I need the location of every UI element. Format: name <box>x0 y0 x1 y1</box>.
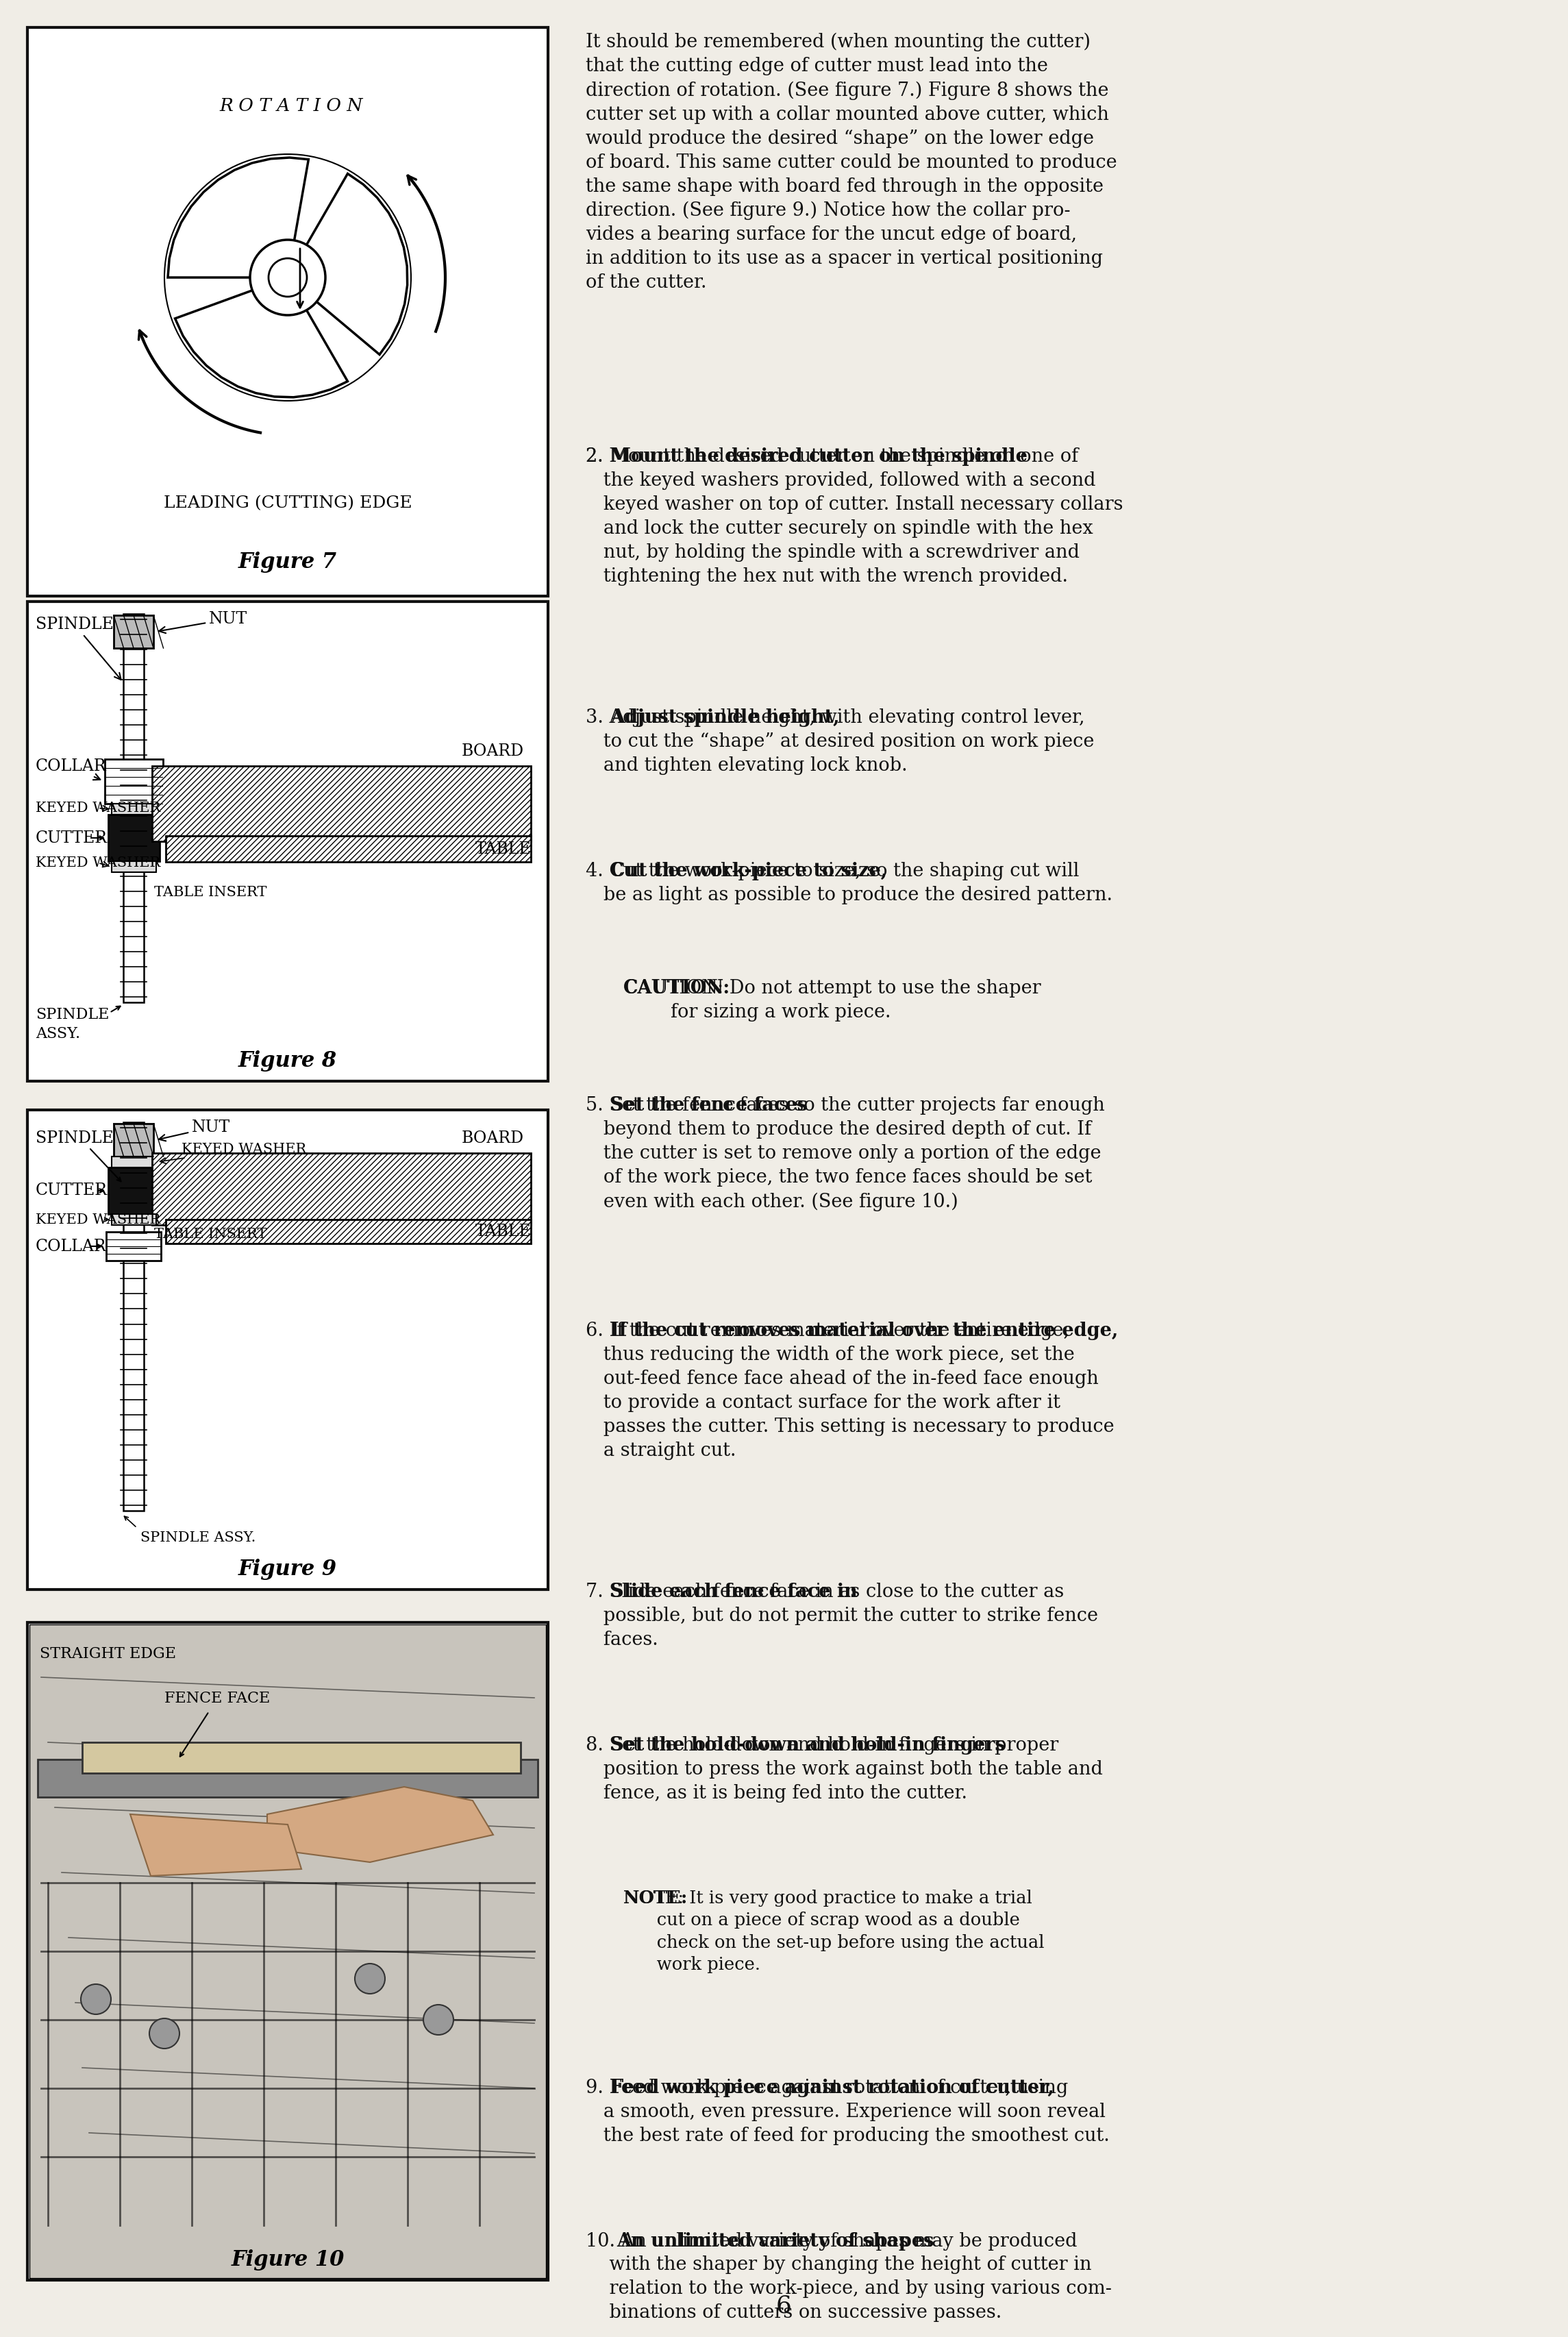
Text: FENCE FACE: FENCE FACE <box>165 1692 270 1706</box>
Text: NOTE: It is very good practice to make a trial
      cut on a piece of scrap woo: NOTE: It is very good practice to make a… <box>624 1888 1044 1972</box>
Bar <box>114 615 154 647</box>
Bar <box>108 1168 160 1213</box>
Text: Set the fence faces: Set the fence faces <box>610 1096 808 1115</box>
Text: Slide each fence face in: Slide each fence face in <box>610 1582 858 1601</box>
Text: 10. An unlimited variety of shapes may be produced
    with the shaper by changi: 10. An unlimited variety of shapes may b… <box>586 2232 1112 2323</box>
Bar <box>82 1743 521 1774</box>
Text: 2. Mount the desired cutter on the spindle on one of
   the keyed washers provid: 2. Mount the desired cutter on the spind… <box>586 446 1123 587</box>
Text: TABLE INSERT: TABLE INSERT <box>154 886 267 900</box>
Text: Figure 8: Figure 8 <box>238 1049 337 1070</box>
Polygon shape <box>130 1814 301 1877</box>
Text: 9. Feed work piece against rotation of cutter, using
   a smooth, even pressure.: 9. Feed work piece against rotation of c… <box>586 2078 1110 2145</box>
Circle shape <box>82 1984 111 2014</box>
Text: 4. Cut the work-piece to size, so the shaping cut will
   be as light as possibl: 4. Cut the work-piece to size, so the sh… <box>586 862 1112 904</box>
Text: COLLAR: COLLAR <box>36 760 107 781</box>
Bar <box>27 1622 547 2281</box>
Text: TABLE INSERT: TABLE INSERT <box>154 1227 267 1241</box>
Bar <box>111 804 157 816</box>
Text: KEYED WASHER: KEYED WASHER <box>160 1143 306 1164</box>
Bar <box>124 1122 144 1510</box>
Circle shape <box>423 2005 453 2036</box>
Text: SPINDLE: SPINDLE <box>36 617 121 680</box>
Text: Adjust spindle height,: Adjust spindle height, <box>610 708 839 727</box>
Text: KEYED WASHER: KEYED WASHER <box>36 802 160 816</box>
Bar <box>38 1760 538 1797</box>
Text: ASSY.: ASSY. <box>36 1026 80 1042</box>
Bar <box>27 28 547 596</box>
Text: 2.: 2. <box>586 446 608 465</box>
Text: 6: 6 <box>776 2295 792 2318</box>
Text: R O T A T I O N: R O T A T I O N <box>220 98 362 115</box>
Bar <box>111 862 157 872</box>
Text: Cut the work-piece to size,: Cut the work-piece to size, <box>610 862 887 881</box>
Bar <box>114 1124 154 1157</box>
Text: CUTTER: CUTTER <box>36 830 108 846</box>
Text: TABLE: TABLE <box>475 1222 532 1239</box>
Bar <box>124 615 144 1003</box>
Text: COLLAR: COLLAR <box>36 1239 107 1255</box>
Bar <box>111 1213 157 1225</box>
Text: An unlimited variety of shapes: An unlimited variety of shapes <box>616 2232 935 2251</box>
Text: SPINDLE ASSY.: SPINDLE ASSY. <box>141 1531 256 1545</box>
Text: LEADING (CUTTING) EDGE: LEADING (CUTTING) EDGE <box>163 495 412 512</box>
Text: Figure 9: Figure 9 <box>238 1559 337 1580</box>
Text: Set the hold-down and hold-in fingers: Set the hold-down and hold-in fingers <box>610 1736 1005 1755</box>
Text: 8. Set the hold-down and hold-in fingers in proper
   position to press the work: 8. Set the hold-down and hold-in fingers… <box>586 1736 1102 1802</box>
Text: BOARD: BOARD <box>461 1131 524 1145</box>
Bar <box>152 767 532 841</box>
Text: CAUTION:: CAUTION: <box>624 979 731 998</box>
Text: SPINDLE: SPINDLE <box>36 1131 113 1145</box>
Text: KEYED WASHER: KEYED WASHER <box>36 855 160 869</box>
Text: KEYED WASHER: KEYED WASHER <box>36 1213 160 1227</box>
Text: NOTE:: NOTE: <box>624 1888 688 1907</box>
Bar <box>166 1220 532 1243</box>
Text: If the cut removes material over the entire edge,: If the cut removes material over the ent… <box>610 1323 1118 1339</box>
Circle shape <box>149 2019 179 2050</box>
Bar <box>105 760 163 804</box>
Bar <box>166 837 532 862</box>
Bar <box>27 601 547 1082</box>
Text: Mount the desired cutter on the spindle: Mount the desired cutter on the spindle <box>610 446 1027 465</box>
Text: CUTTER: CUTTER <box>36 1183 108 1199</box>
Circle shape <box>249 241 326 315</box>
Bar <box>30 1624 546 2279</box>
Text: CAUTION: Do not attempt to use the shaper
        for sizing a work piece.: CAUTION: Do not attempt to use the shape… <box>624 979 1041 1021</box>
Circle shape <box>354 1963 386 1993</box>
Text: It should be remembered (when mounting the cutter)
that the cutting edge of cutt: It should be remembered (when mounting t… <box>586 33 1116 292</box>
Bar <box>111 1157 157 1168</box>
Polygon shape <box>267 1788 494 1863</box>
Circle shape <box>268 259 307 297</box>
Text: Figure 7: Figure 7 <box>238 552 337 573</box>
Text: NUT: NUT <box>158 1119 230 1140</box>
Text: STRAIGHT EDGE: STRAIGHT EDGE <box>39 1645 176 1662</box>
Text: BOARD: BOARD <box>461 743 524 760</box>
Text: 5. Set the fence faces so the cutter projects far enough
   beyond them to produ: 5. Set the fence faces so the cutter pro… <box>586 1096 1105 1211</box>
Bar <box>108 816 160 862</box>
Text: 6. If the cut removes material over the entire edge,
   thus reducing the width : 6. If the cut removes material over the … <box>586 1323 1115 1461</box>
Text: NUT: NUT <box>158 612 248 633</box>
Text: SPINDLE: SPINDLE <box>36 1007 110 1021</box>
Text: 7. Slide each fence face in as close to the cutter as
   possible, but do not pe: 7. Slide each fence face in as close to … <box>586 1582 1098 1650</box>
Text: Feed work piece against rotation of cutter,: Feed work piece against rotation of cutt… <box>610 2078 1054 2096</box>
Bar <box>152 1152 532 1225</box>
Text: Figure 10: Figure 10 <box>230 2248 345 2269</box>
Text: 3. Adjust spindle height, with elevating control lever,
   to cut the “shape” at: 3. Adjust spindle height, with elevating… <box>586 708 1094 776</box>
Bar <box>107 1232 162 1260</box>
Text: TABLE: TABLE <box>475 841 532 858</box>
Bar <box>27 1110 547 1589</box>
